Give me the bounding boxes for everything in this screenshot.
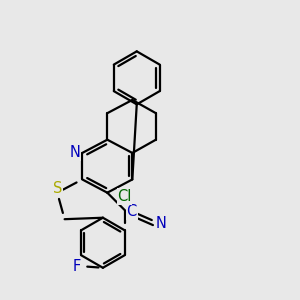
Text: Cl: Cl bbox=[117, 189, 132, 204]
Text: N: N bbox=[156, 216, 167, 231]
Text: S: S bbox=[52, 181, 62, 196]
Text: N: N bbox=[70, 146, 80, 160]
Text: F: F bbox=[73, 259, 81, 274]
Text: C: C bbox=[127, 204, 137, 219]
